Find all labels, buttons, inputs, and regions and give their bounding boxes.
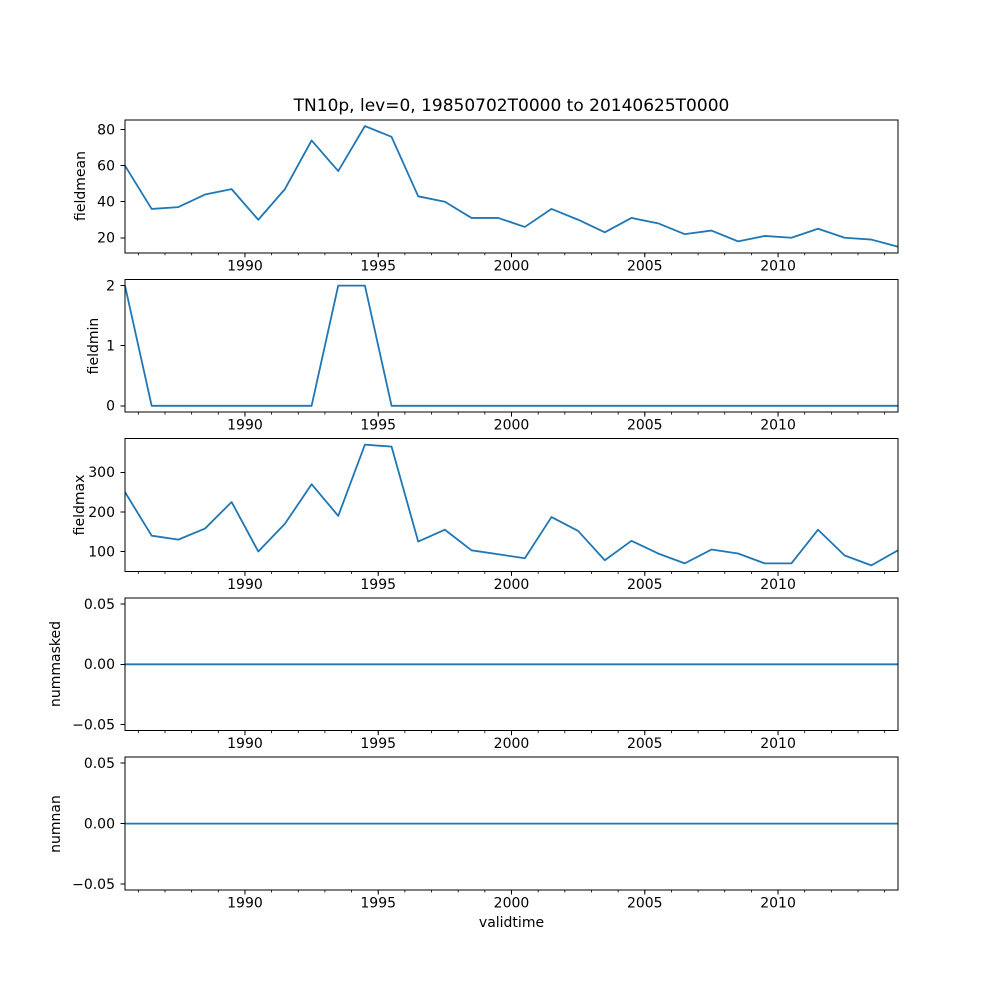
x-tick-label: 2010 [760,896,796,912]
x-tick-label: 2000 [494,258,530,274]
y-tick-label: 300 [88,465,115,481]
x-tick-label: 2005 [627,736,663,752]
x-tick-label: 1990 [227,577,263,593]
y-axis-label-fieldmax: fieldmax [72,474,88,536]
line-fieldmean [124,125,899,248]
x-axis-label: validtime [478,915,545,931]
x-tick-label: 2010 [760,418,796,434]
subplot-fieldmean: 20 40 60 80 1990 1995 2000 2005 2010 [97,119,899,274]
y-tick-label: 0.00 [84,817,115,833]
x-tick-label: 2010 [760,258,796,274]
x-tick-label: 2010 [760,577,796,593]
y-tick-label: 0.05 [84,597,115,613]
y-tick-label: −0.05 [72,718,115,734]
axes-frame-fieldmean [124,119,899,254]
y-tick-label: 80 [97,123,115,139]
x-tick-label: 1995 [360,736,396,752]
x-tick-label: 1990 [227,258,263,274]
x-tick-label: 2005 [627,577,663,593]
line-fieldmax [124,443,899,567]
x-tick-label: 2005 [627,258,663,274]
y-tick-label: 200 [88,505,115,521]
x-tick-label: 2000 [494,418,530,434]
x-tick-label: 1995 [360,258,396,274]
x-tick-label: 2005 [627,418,663,434]
y-tick-label: 0.00 [84,657,115,673]
y-tick-label: 100 [88,544,115,560]
y-tick-label: 60 [97,159,115,175]
y-axis-label-numnan: numnan [48,795,64,853]
axes-frame-fieldmax [124,438,899,572]
subplot-numnan: −0.05 0.00 0.05 1990 1995 2000 2005 2010 [72,756,899,912]
x-tick-label: 2000 [494,577,530,593]
x-tick-label: 1990 [227,896,263,912]
x-tick-label: 1990 [227,736,263,752]
subplot-fieldmax: 100 200 300 1990 1995 2000 2005 2010 [88,438,899,593]
y-tick-label: 0 [106,399,115,415]
x-tick-label: 1995 [360,418,396,434]
y-tick-label: 1 [106,339,115,355]
y-tick-label: −0.05 [72,877,115,893]
y-tick-label: 20 [97,231,115,247]
x-tick-label: 2000 [494,896,530,912]
chart-title: TN10p, lev=0, 19850702T0000 to 20140625T… [293,96,730,116]
x-tick-label: 2005 [627,896,663,912]
axes-frame-fieldmin [124,278,899,413]
x-tick-label: 1990 [227,418,263,434]
y-tick-label: 40 [97,195,115,211]
subplot-fieldmin: 0 1 2 1990 1995 2000 2005 2010 [106,278,899,434]
y-tick-label: 0.05 [84,756,115,772]
x-tick-label: 2000 [494,736,530,752]
x-tick-label: 2010 [760,736,796,752]
subplot-nummasked: −0.05 0.00 0.05 1990 1995 2000 2005 2010 [72,597,899,752]
y-tick-label: 2 [106,279,115,295]
x-tick-label: 1995 [360,577,396,593]
line-fieldmin [124,284,898,407]
x-tick-label: 1995 [360,896,396,912]
